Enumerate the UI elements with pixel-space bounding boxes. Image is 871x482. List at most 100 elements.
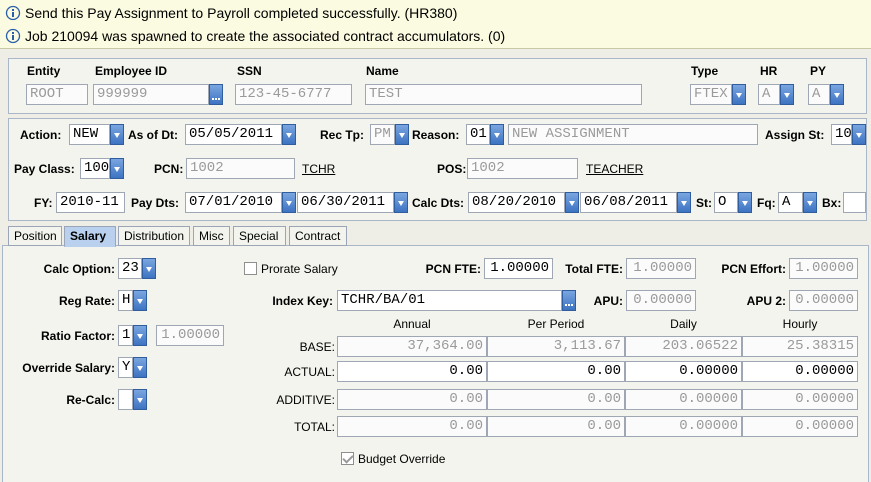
text-input[interactable]: 01 — [466, 124, 490, 145]
field-label: As of Dt: — [128, 128, 178, 142]
text-input[interactable]: 0.00000 — [625, 416, 742, 437]
text-input[interactable]: 1002 — [186, 158, 295, 179]
text-input[interactable]: NEW ASSIGNMENT — [508, 124, 758, 145]
text-input[interactable]: 999999 — [93, 84, 209, 105]
tab[interactable]: Salary — [64, 226, 116, 247]
field-label: Pay Class: — [14, 162, 75, 176]
field-label: BASE: — [299, 340, 335, 354]
text-input[interactable]: 06/08/2011 — [580, 192, 677, 213]
text-input[interactable]: 1.00000 — [789, 258, 858, 279]
text-input[interactable]: TEST — [365, 84, 642, 105]
dropdown-button[interactable] — [565, 192, 579, 213]
text-input[interactable]: ROOT — [26, 84, 88, 105]
tab[interactable]: Special — [233, 226, 286, 246]
lookup-button[interactable] — [209, 84, 223, 105]
field-label: Annual — [393, 317, 431, 331]
dropdown-button[interactable] — [133, 290, 147, 311]
tab[interactable]: Misc — [193, 226, 230, 246]
text-input[interactable]: 0.00000 — [742, 389, 858, 410]
lookup-button[interactable] — [562, 290, 576, 311]
text-input[interactable]: 0.00000 — [625, 361, 742, 382]
tab[interactable]: Position — [8, 226, 62, 246]
field-label: Budget Override — [358, 452, 446, 466]
tab[interactable]: Distribution — [118, 226, 190, 246]
dropdown-button[interactable] — [142, 258, 156, 279]
text-input[interactable]: 10 — [831, 124, 852, 145]
text-input[interactable]: 1.00000 — [626, 258, 696, 279]
message-bar — [0, 0, 871, 49]
text-input[interactable]: 1.00000 — [484, 258, 553, 279]
text-input[interactable]: 23 — [118, 258, 142, 279]
dropdown-button[interactable] — [803, 192, 817, 213]
dropdown-button[interactable] — [133, 325, 147, 346]
dropdown-button[interactable] — [395, 124, 409, 145]
text-input[interactable]: 2010-11 — [56, 192, 125, 213]
text-input[interactable]: 0.00 — [337, 389, 487, 410]
text-input[interactable]: A — [758, 84, 780, 105]
field-label: Hourly — [782, 317, 818, 331]
dropdown-button[interactable] — [490, 124, 504, 145]
field-label: Re-Calc: — [66, 393, 115, 407]
dropdown-button[interactable] — [852, 124, 866, 145]
dropdown-button[interactable] — [133, 389, 147, 410]
dropdown-button[interactable] — [282, 192, 296, 213]
text-input[interactable]: 3,113.67 — [487, 336, 625, 357]
text-input[interactable]: 0.00 — [337, 416, 487, 437]
field-label: Type — [691, 64, 719, 78]
dropdown-button[interactable] — [133, 357, 147, 378]
text-input[interactable]: 100 — [80, 158, 110, 179]
text-input[interactable]: H — [118, 290, 133, 311]
text-input[interactable]: 08/20/2010 — [468, 192, 565, 213]
text-input[interactable]: 0.00 — [487, 416, 625, 437]
text-input[interactable]: NEW — [69, 124, 110, 145]
text-input[interactable]: 1 — [118, 325, 133, 346]
text-input[interactable]: 07/01/2010 — [185, 192, 282, 213]
text-input[interactable]: 123-45-6777 — [235, 84, 352, 105]
pcn-link[interactable]: TCHR — [302, 162, 336, 176]
tab[interactable]: Contract — [289, 226, 347, 246]
text-input[interactable]: 0.00000 — [789, 290, 858, 311]
dropdown-button[interactable] — [677, 192, 691, 213]
text-input[interactable]: 06/30/2011 — [297, 192, 394, 213]
text-input[interactable]: PM — [370, 124, 395, 145]
dropdown-button[interactable] — [780, 84, 794, 105]
dropdown-button[interactable] — [110, 158, 124, 179]
text-input[interactable]: 1002 — [467, 158, 578, 179]
text-input[interactable]: FTEX — [690, 84, 732, 105]
field-label: FY: — [34, 196, 53, 210]
field-label: APU 2: — [746, 294, 786, 308]
text-input[interactable]: 0.00000 — [742, 361, 858, 382]
dropdown-button[interactable] — [394, 192, 408, 213]
text-input[interactable]: 0.00 — [337, 361, 487, 382]
field-label: Assign St: — [765, 128, 825, 142]
text-input[interactable]: A — [778, 192, 803, 213]
text-input[interactable]: 0.00000 — [625, 389, 742, 410]
text-input[interactable]: 203.06522 — [625, 336, 742, 357]
message-text: Job 210094 was spawned to create the ass… — [25, 28, 506, 44]
dropdown-button[interactable] — [738, 192, 752, 213]
checkbox[interactable] — [244, 262, 257, 275]
text-input[interactable]: 1.00000 — [156, 325, 224, 346]
checkbox[interactable] — [341, 452, 354, 465]
text-input[interactable]: 25.38315 — [742, 336, 858, 357]
dropdown-button[interactable] — [830, 84, 844, 105]
text-input[interactable]: Y — [118, 357, 133, 378]
text-input[interactable]: O — [714, 192, 738, 213]
text-input[interactable] — [843, 192, 866, 213]
text-input[interactable] — [118, 389, 133, 410]
dropdown-button[interactable] — [282, 124, 296, 145]
text-input[interactable]: 0.00000 — [626, 290, 696, 311]
text-input[interactable]: TCHR/BA/01 — [337, 290, 562, 311]
field-label: Employee ID — [95, 64, 168, 78]
text-input[interactable]: 0.00 — [487, 361, 625, 382]
pos-link[interactable]: TEACHER — [586, 162, 644, 176]
text-input[interactable]: 05/05/2011 — [185, 124, 282, 145]
text-input[interactable]: 0.00 — [487, 389, 625, 410]
dropdown-button[interactable] — [110, 124, 124, 145]
dropdown-button[interactable] — [732, 84, 746, 105]
message-text: Send this Pay Assignment to Payroll comp… — [25, 5, 458, 21]
text-input[interactable]: A — [808, 84, 830, 105]
text-input[interactable]: 0.00000 — [742, 416, 858, 437]
field-label: PCN: — [154, 162, 184, 176]
text-input[interactable]: 37,364.00 — [337, 336, 487, 357]
